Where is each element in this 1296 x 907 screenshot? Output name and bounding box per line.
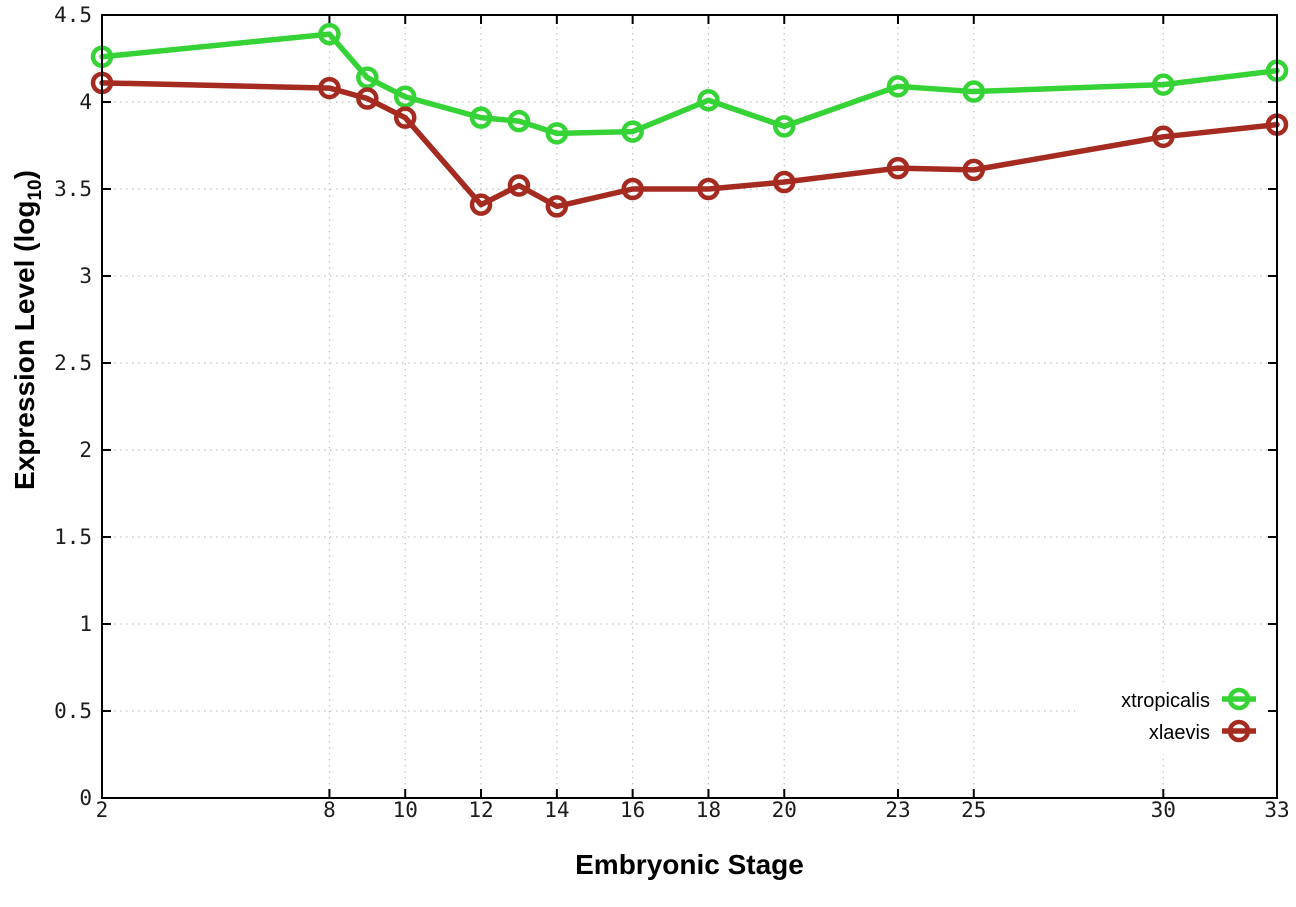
series-xlaevis-point <box>545 195 569 218</box>
legend-label-xlaevis: xlaevis <box>1149 722 1210 744</box>
series-xlaevis-point <box>507 174 531 197</box>
x-tick-label: 14 <box>544 798 569 822</box>
y-tick-label: 1.5 <box>54 525 92 549</box>
series-xlaevis-point <box>773 170 796 194</box>
series-xlaevis-point <box>621 177 644 201</box>
y-tick-label: 2 <box>79 438 92 462</box>
series-xlaevis-point <box>697 177 720 201</box>
series-xtropicalis-point <box>962 80 986 103</box>
legend-item-xlaevis: xlaevis <box>1149 719 1256 744</box>
x-tick-label: 16 <box>620 798 645 822</box>
x-tick-label: 20 <box>772 798 797 822</box>
legend-sample-marker <box>1227 687 1251 711</box>
series-xlaevis-point <box>318 76 341 100</box>
series-xtropicalis-point <box>393 85 417 109</box>
x-tick-label: 25 <box>961 798 986 822</box>
legend-item-xtropicalis: xtropicalis <box>1121 687 1256 712</box>
x-tick-label: 12 <box>468 798 493 822</box>
series-xtropicalis-point <box>318 22 341 46</box>
series-xtropicalis-point <box>697 89 720 112</box>
x-tick-label: 8 <box>323 798 336 822</box>
y-tick-label: 3 <box>79 264 92 288</box>
x-tick-label: 23 <box>885 798 910 822</box>
y-tick-label: 4.5 <box>54 3 92 27</box>
series-xlaevis-point <box>886 156 910 180</box>
plot-border <box>101 14 1278 799</box>
x-tick-label: 18 <box>696 798 721 822</box>
series-xlaevis-point <box>469 193 493 216</box>
series-xlaevis-point <box>393 106 417 129</box>
y-tick-label: 0.5 <box>54 699 92 723</box>
series-xtropicalis-point <box>621 120 644 143</box>
y-tick-label: 2.5 <box>54 351 92 375</box>
series-xtropicalis-point <box>356 66 379 89</box>
series-xlaevis-point <box>1152 125 1175 149</box>
series-xtropicalis-point <box>773 115 796 138</box>
legend-background <box>1075 682 1277 754</box>
legend-label-xtropicalis: xtropicalis <box>1121 690 1210 712</box>
y-tick-label: 0 <box>79 786 92 810</box>
legend: xtropicalis xlaevis <box>1121 687 1256 744</box>
legend-sample-marker <box>1227 719 1251 743</box>
y-tick-label: 3.5 <box>54 177 92 201</box>
series-xtropicalis-point <box>886 75 910 98</box>
y-tick-label: 4 <box>79 90 92 114</box>
series-xtropicalis-point <box>507 109 531 133</box>
x-tick-label: 10 <box>393 798 418 822</box>
y-axis-title: Expression Level (log10) <box>9 170 46 490</box>
series-xtropicalis-point <box>469 106 493 129</box>
x-tick-label: 30 <box>1151 798 1176 822</box>
series-xlaevis-point <box>962 158 986 182</box>
series-xtropicalis-point <box>1152 73 1175 96</box>
series-xlaevis-point <box>356 87 379 110</box>
x-tick-label: 33 <box>1264 798 1289 822</box>
y-tick-label: 1 <box>79 612 92 636</box>
x-tick-label: 2 <box>96 798 109 822</box>
series-xtropicalis-point <box>545 122 569 145</box>
x-axis-title: Embryonic Stage <box>575 849 804 880</box>
